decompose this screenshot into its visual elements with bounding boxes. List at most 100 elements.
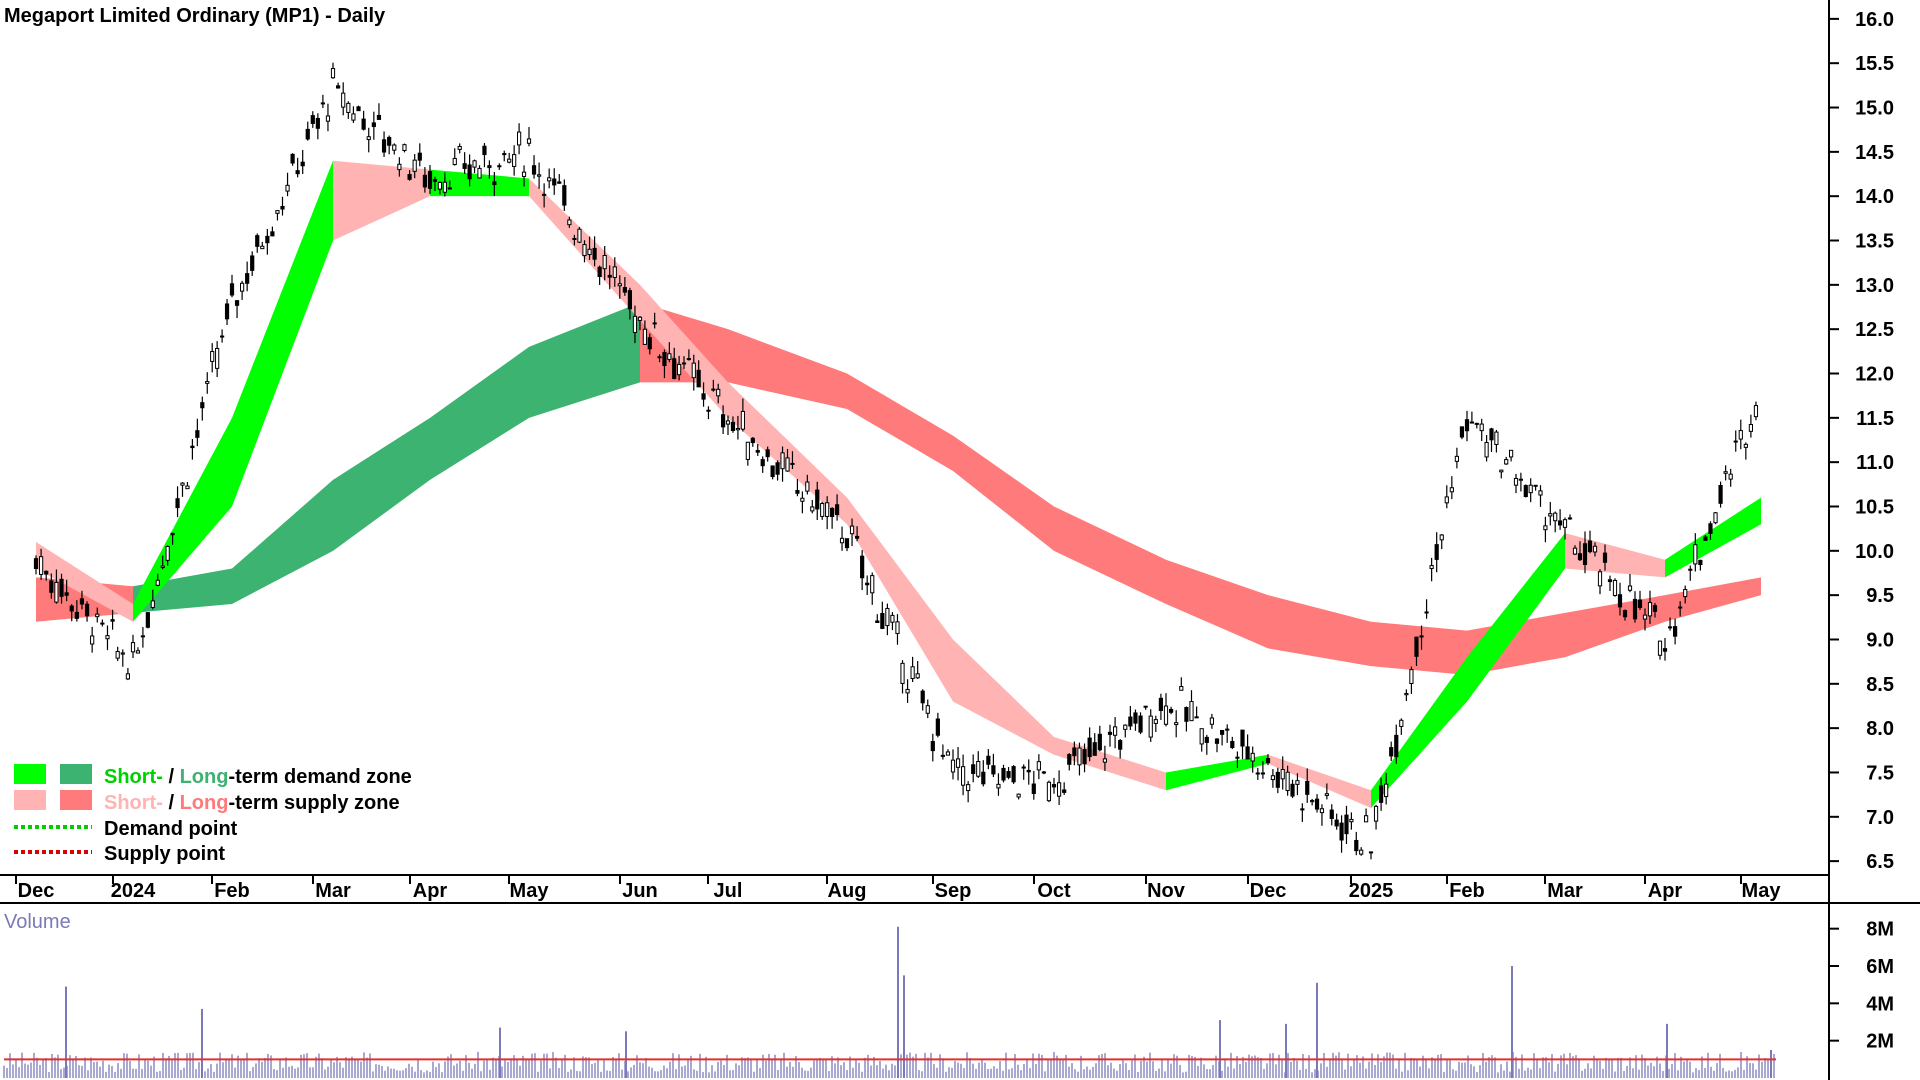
- candle-body: [1062, 789, 1067, 793]
- candle-body: [1738, 430, 1743, 440]
- candle-body: [295, 170, 300, 175]
- candle-body: [1449, 487, 1454, 493]
- candle-body: [351, 113, 356, 121]
- candle-body: [240, 282, 245, 292]
- candle-body: [785, 457, 790, 472]
- candle-body: [961, 766, 966, 786]
- candle-body: [686, 358, 691, 361]
- candle-body: [701, 393, 706, 400]
- candle-body: [1092, 742, 1097, 756]
- x-tick-label: Mar: [315, 880, 351, 902]
- long-term-supply-zone-segment: [1166, 559, 1268, 649]
- candle-body: [1567, 517, 1573, 520]
- short-term-demand-zone-segment: [133, 417, 232, 622]
- candle-body: [229, 283, 235, 296]
- long-term-supply-zone-segment: [728, 329, 847, 409]
- short-term-supply-zone-segment: [36, 541, 133, 622]
- long-term-supply-zone-segment: [1268, 595, 1371, 667]
- candle-body: [790, 462, 795, 465]
- long-term-supply-zone-segment: [1054, 506, 1166, 605]
- candle-body: [1344, 814, 1349, 835]
- candle-body: [270, 231, 275, 237]
- candle-body: [90, 635, 95, 645]
- candle-body: [175, 498, 180, 509]
- candle-body: [1513, 477, 1519, 486]
- candle-body: [657, 356, 662, 359]
- candle-body: [849, 525, 855, 535]
- candle-body: [652, 322, 657, 325]
- candle-body: [325, 115, 331, 122]
- candle-body: [875, 620, 880, 623]
- volume-tick-label: 2M: [1866, 1031, 1894, 1053]
- candle-body: [310, 115, 315, 124]
- long-term-supply-zone-segment: [1665, 577, 1761, 622]
- volume-tick-label: 8M: [1866, 919, 1894, 941]
- long-term-supply-zone-segment: [847, 373, 953, 472]
- short-term-demand-zone-segment: [1467, 533, 1565, 702]
- y-tick-label: 9.0: [1866, 629, 1894, 651]
- candle-body: [820, 503, 825, 517]
- candle-body: [627, 290, 633, 310]
- candle-body: [407, 174, 412, 180]
- candle-body: [935, 718, 940, 736]
- candle-body: [1708, 523, 1713, 534]
- candle-body: [780, 452, 785, 470]
- legend-row-supply-zone: Short- / Long-term supply zone: [104, 792, 400, 814]
- candle-body: [185, 485, 190, 490]
- candle-body: [1128, 716, 1133, 727]
- candle-body: [945, 751, 951, 756]
- x-tick-label: Feb: [1449, 880, 1485, 902]
- candle-body: [1617, 594, 1623, 608]
- candle-body: [1163, 705, 1169, 725]
- candle-body: [250, 255, 255, 271]
- candle-body: [1632, 598, 1638, 620]
- candle-body: [44, 570, 49, 575]
- candle-body: [920, 690, 925, 704]
- candle-body: [991, 765, 996, 775]
- y-tick-label: 6.5: [1866, 851, 1894, 873]
- candle-body: [1562, 519, 1568, 528]
- candle-body: [815, 489, 820, 510]
- candle-body: [677, 363, 682, 376]
- candle-body: [452, 157, 457, 166]
- short-term-supply-zone-segment: [953, 639, 1054, 755]
- candle-body: [224, 303, 230, 320]
- candle-body: [1728, 473, 1733, 480]
- candle-body: [562, 185, 567, 206]
- candle-body: [1637, 599, 1643, 608]
- short-term-demand-zone-segment: [1665, 497, 1761, 578]
- candle-body: [1733, 440, 1738, 443]
- candle-body: [612, 266, 617, 278]
- candle-body: [422, 174, 427, 188]
- candle-body: [376, 114, 382, 120]
- candle-body: [1046, 781, 1052, 802]
- candle-body: [860, 555, 865, 579]
- candles-layer: [33, 62, 1759, 860]
- candle-body: [531, 165, 537, 175]
- candle-body: [1404, 692, 1409, 696]
- candle-body: [825, 502, 830, 517]
- candle-body: [526, 138, 532, 144]
- candle-body: [487, 165, 492, 169]
- candle-body: [1703, 536, 1708, 541]
- candle-body: [1067, 753, 1072, 765]
- candle-body: [1225, 728, 1230, 731]
- candle-body: [1220, 729, 1225, 735]
- x-tick-label: Jul: [714, 880, 743, 902]
- candle-body: [1021, 766, 1026, 769]
- candle-body: [165, 546, 170, 561]
- candle-body: [1112, 726, 1118, 736]
- candle-body: [125, 673, 130, 680]
- candle-body: [105, 635, 110, 640]
- candle-body: [1538, 490, 1543, 496]
- candle-body: [1424, 611, 1429, 614]
- candle-body: [1713, 512, 1718, 524]
- candle-body: [95, 613, 100, 618]
- candle-body: [290, 153, 295, 164]
- y-tick-label: 8.5: [1866, 674, 1894, 696]
- candle-body: [1533, 484, 1538, 487]
- x-tick-label: Mar: [1547, 880, 1583, 902]
- candle-body: [1439, 534, 1444, 541]
- candle-body: [145, 612, 150, 628]
- candle-body: [402, 144, 407, 151]
